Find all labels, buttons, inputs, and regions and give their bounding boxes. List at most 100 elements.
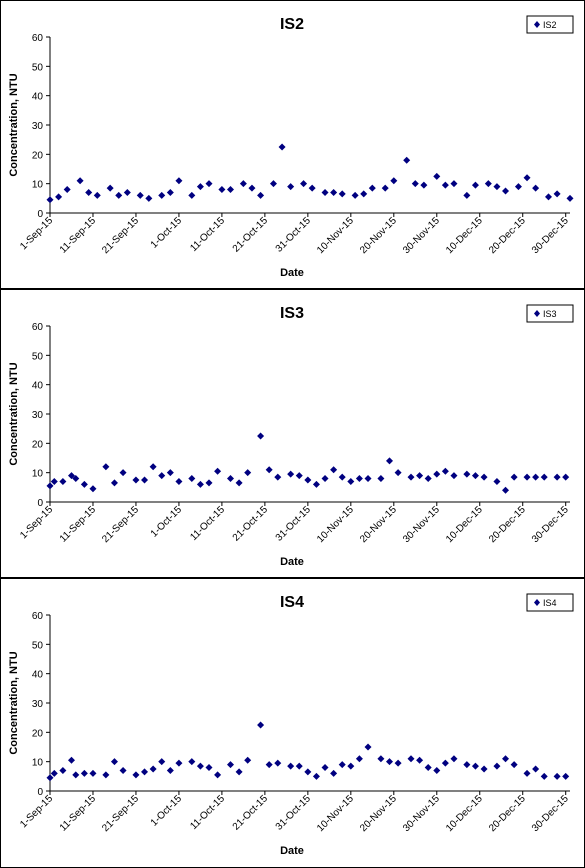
- data-point: [347, 762, 355, 770]
- data-point: [50, 477, 58, 485]
- data-point: [149, 463, 157, 471]
- data-point: [355, 755, 363, 763]
- data-point: [149, 765, 157, 773]
- data-point: [364, 743, 372, 751]
- data-point: [394, 469, 402, 477]
- data-point: [132, 476, 140, 484]
- data-point: [523, 769, 531, 777]
- data-point: [502, 755, 510, 763]
- data-point: [420, 181, 428, 189]
- y-tick-label: 30: [32, 121, 44, 132]
- data-point: [80, 480, 88, 488]
- y-tick-label: 60: [32, 611, 44, 622]
- data-point: [67, 472, 75, 480]
- data-point: [308, 184, 316, 192]
- data-point: [502, 486, 510, 494]
- x-axis-label: Date: [280, 845, 304, 857]
- data-point: [265, 761, 273, 769]
- data-point: [386, 758, 394, 766]
- data-point: [257, 721, 265, 729]
- data-point: [407, 473, 415, 481]
- data-point: [510, 761, 518, 769]
- chart-frame: [0, 578, 585, 868]
- data-point: [119, 469, 127, 477]
- chart-frame: [0, 0, 585, 289]
- data-point: [304, 768, 312, 776]
- data-point: [562, 473, 570, 481]
- data-point: [562, 772, 570, 780]
- data-point: [89, 769, 97, 777]
- data-point: [115, 191, 123, 199]
- data-point: [80, 769, 88, 777]
- data-point: [416, 756, 424, 764]
- data-point: [214, 771, 222, 779]
- data-point: [106, 184, 114, 192]
- data-point: [244, 756, 252, 764]
- data-point: [244, 469, 252, 477]
- data-point: [523, 473, 531, 481]
- data-point: [360, 190, 368, 198]
- data-point: [471, 762, 479, 770]
- data-point: [226, 475, 234, 483]
- data-point: [330, 466, 338, 474]
- data-point: [493, 183, 501, 191]
- data-point: [102, 771, 110, 779]
- x-axis-label: Date: [280, 267, 304, 279]
- data-point: [463, 470, 471, 478]
- data-point: [274, 473, 282, 481]
- data-point: [433, 470, 441, 478]
- data-point: [407, 755, 415, 763]
- data-point: [300, 180, 308, 188]
- data-point: [166, 469, 174, 477]
- data-point: [59, 766, 67, 774]
- data-point: [295, 762, 303, 770]
- y-tick-label: 30: [32, 699, 44, 710]
- data-point: [205, 180, 213, 188]
- y-tick-label: 50: [32, 62, 44, 73]
- data-point: [510, 473, 518, 481]
- data-point: [450, 180, 458, 188]
- data-point: [493, 762, 501, 770]
- data-point: [46, 196, 54, 204]
- data-point: [188, 191, 196, 199]
- x-axis-label: Date: [280, 556, 304, 568]
- data-point: [463, 191, 471, 199]
- data-point: [540, 473, 548, 481]
- data-point: [321, 475, 329, 483]
- data-point: [450, 472, 458, 480]
- data-point: [463, 761, 471, 769]
- data-point: [158, 758, 166, 766]
- data-point: [136, 191, 144, 199]
- data-point: [67, 756, 75, 764]
- y-tick-label: 20: [32, 150, 44, 161]
- data-point: [321, 764, 329, 772]
- data-point: [226, 186, 234, 194]
- data-point: [411, 180, 419, 188]
- data-point: [338, 473, 346, 481]
- data-point: [76, 177, 84, 185]
- data-point: [85, 188, 93, 196]
- data-point: [141, 768, 149, 776]
- data-point: [196, 762, 204, 770]
- chart-panel-is4: IS4 0 10 20 30 40 50 60 1-Sep-15 11-Sep-15 21-Sep-…: [0, 578, 585, 868]
- data-point: [532, 184, 540, 192]
- data-point: [330, 769, 338, 777]
- data-point: [433, 172, 441, 180]
- data-point: [566, 194, 574, 202]
- y-tick-label: 10: [32, 758, 44, 769]
- legend-box: [526, 15, 574, 34]
- data-point: [295, 472, 303, 480]
- legend-box: [526, 304, 574, 323]
- chart-panel-is2: IS2 0 10 20 30 40 50 60 1-Sep-15 11-Sep-15 21-Sep-…: [0, 0, 585, 289]
- data-point: [553, 473, 561, 481]
- data-point: [287, 470, 295, 478]
- data-point: [502, 187, 510, 195]
- data-point: [265, 466, 273, 474]
- data-point: [123, 188, 131, 196]
- y-tick-label: 50: [32, 640, 44, 651]
- data-point: [545, 193, 553, 201]
- data-point: [132, 771, 140, 779]
- legend-marker: [534, 21, 540, 28]
- data-point: [330, 188, 338, 196]
